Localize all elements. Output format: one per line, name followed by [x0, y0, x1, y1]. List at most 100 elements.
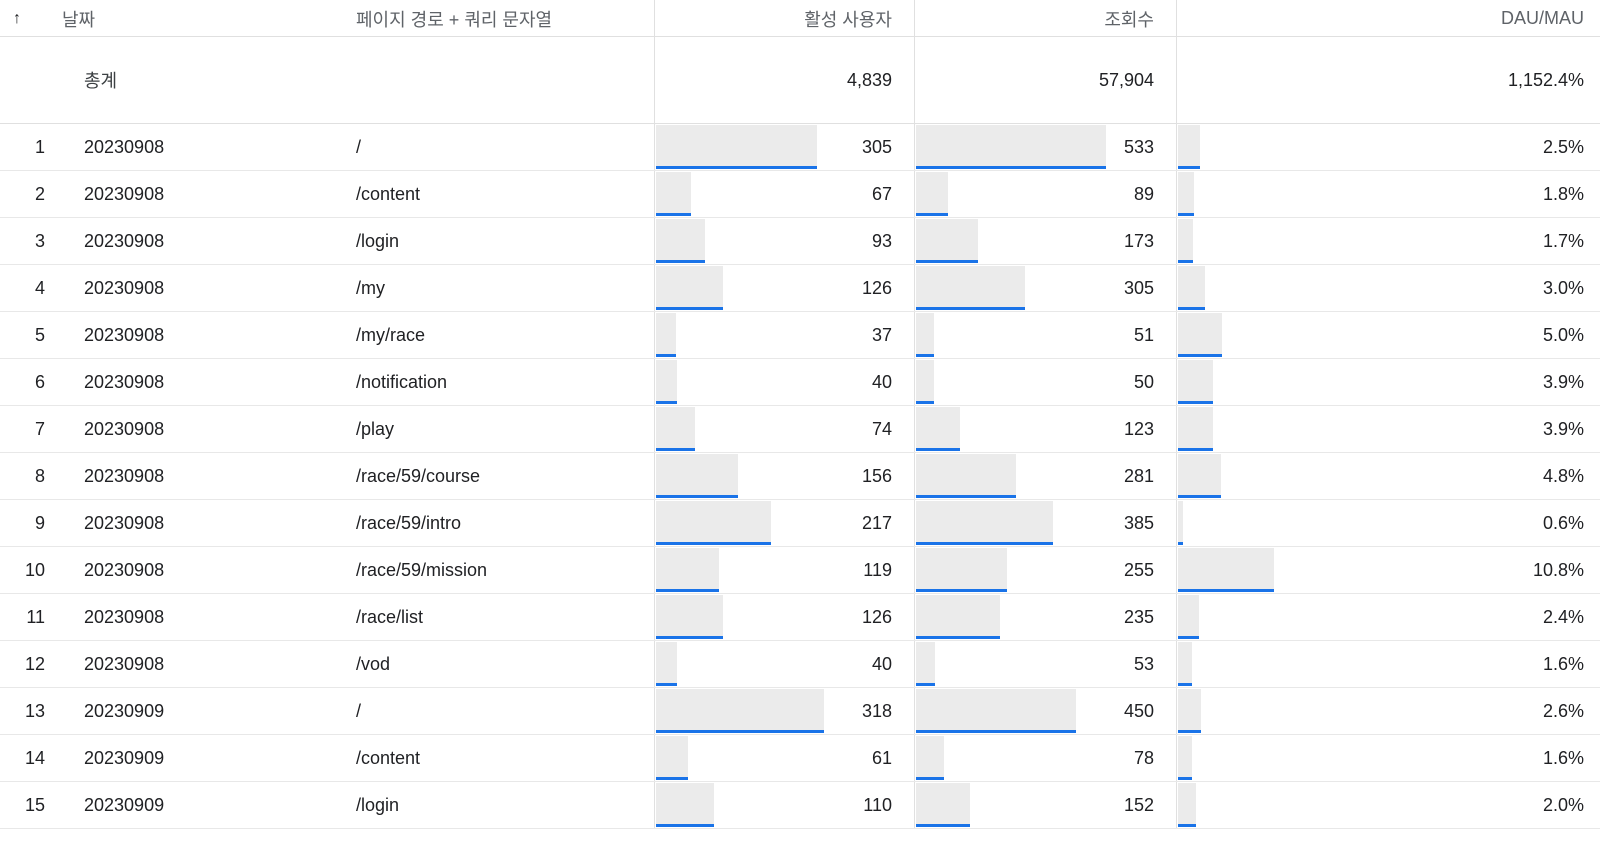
table-row[interactable]: 4 20230908/my 126 305 3.0%: [0, 265, 1600, 312]
views-cell-value: 53: [1133, 653, 1154, 674]
active-users-cell-bar: [656, 125, 817, 169]
row-page-path: /login: [356, 794, 400, 815]
views-cell-bar-accent: [916, 260, 978, 263]
table-row[interactable]: 5 20230908/my/race 37 51 5.0%: [0, 312, 1600, 359]
table-row[interactable]: 7 20230908/play 74 123 3.9%: [0, 406, 1600, 453]
active-users-cell-bar-accent: [656, 589, 719, 592]
views-cell-bar: [916, 548, 1007, 592]
views-cell-bar-accent: [916, 495, 1016, 498]
table-row[interactable]: 12 20230908/vod 40 53 1.6%: [0, 641, 1600, 688]
row-index: 14: [24, 747, 45, 768]
views-cell-bar-accent: [916, 166, 1106, 169]
active-users-cell-bar-accent: [656, 730, 824, 733]
row-date: 20230908: [84, 512, 165, 533]
table-row[interactable]: 15 20230909/login 110 152 2.0%: [0, 782, 1600, 829]
row-index: 13: [24, 700, 45, 721]
views-cell-value: 385: [1123, 512, 1154, 533]
active-users-cell: 40: [654, 641, 914, 687]
dau-mau-cell-bar-accent: [1178, 824, 1196, 827]
row-page-path: /race/59/course: [356, 465, 481, 486]
views-cell: 123: [914, 406, 1176, 452]
active-users-cell-bar: [656, 266, 723, 310]
views-cell-value: 123: [1123, 418, 1154, 439]
views-cell: 385: [914, 500, 1176, 546]
dau-mau-cell-bar-accent: [1178, 777, 1192, 780]
table-row[interactable]: 11 20230908/race/list 126 235 2.4%: [0, 594, 1600, 641]
views-cell-bar-accent: [916, 448, 960, 451]
dau-mau-cell-bar: [1178, 219, 1193, 263]
active-users-cell: 67: [654, 171, 914, 217]
table-row[interactable]: 3 20230908/login 93 173 1.7%: [0, 218, 1600, 265]
row-index: 6: [34, 371, 45, 392]
table-row[interactable]: 1 20230908 / 305 533 2.5%: [0, 124, 1600, 171]
dau-mau-cell: 5.0%: [1176, 312, 1600, 358]
table-row[interactable]: 10 20230908/race/59/mission 119 255 10.8%: [0, 547, 1600, 594]
dau-mau-cell-value: 4.8%: [1542, 465, 1584, 486]
row-page-path: /my: [356, 277, 385, 298]
dau-mau-cell-bar: [1178, 454, 1221, 498]
sort-ascending-icon[interactable]: ↑: [13, 9, 21, 27]
active-users-cell-bar-accent: [656, 542, 771, 545]
row-date: 20230909: [84, 700, 165, 721]
dau-mau-cell-bar-accent: [1178, 730, 1201, 733]
active-users-cell-bar-accent: [656, 636, 723, 639]
column-header-active-users[interactable]: 활성 사용자: [654, 0, 914, 37]
table-row[interactable]: 9 20230908/race/59/intro 217 385 0.6%: [0, 500, 1600, 547]
views-cell-bar: [916, 736, 944, 780]
dau-mau-cell-bar-accent: [1178, 589, 1274, 592]
views-cell-bar: [916, 454, 1016, 498]
dau-mau-cell-bar-accent: [1178, 166, 1200, 169]
column-header-date[interactable]: 날짜: [62, 9, 96, 30]
views-cell-bar: [916, 219, 978, 263]
column-header-dau-mau[interactable]: DAU/MAU: [1176, 0, 1600, 37]
totals-dau-mau: 1,152.4%: [1176, 37, 1600, 123]
views-cell-value: 450: [1123, 700, 1154, 721]
table-row[interactable]: 14 20230909/content 61 78 1.6%: [0, 735, 1600, 782]
table-row[interactable]: 8 20230908/race/59/course 156 281 4.8%: [0, 453, 1600, 500]
views-cell: 281: [914, 453, 1176, 499]
table-row[interactable]: 13 20230909 / 318 450 2.6%: [0, 688, 1600, 735]
views-cell-bar-accent: [916, 589, 1007, 592]
column-header-views[interactable]: 조회수: [914, 0, 1176, 37]
totals-active-users: 4,839: [654, 37, 914, 123]
views-cell: 235: [914, 594, 1176, 640]
views-cell-bar: [916, 783, 970, 827]
active-users-cell: 74: [654, 406, 914, 452]
active-users-cell-bar-accent: [656, 213, 691, 216]
views-cell: 533: [914, 124, 1176, 170]
active-users-cell-value: 119: [863, 559, 892, 580]
row-date: 20230908: [84, 418, 165, 439]
views-cell-bar-accent: [916, 213, 948, 216]
views-cell-value: 533: [1123, 136, 1154, 157]
dau-mau-cell-value: 1.6%: [1542, 747, 1584, 768]
table-row[interactable]: 6 20230908/notification 40 50 3.9%: [0, 359, 1600, 406]
column-header-page-path[interactable]: 페이지 경로 + 쿼리 문자열: [356, 9, 553, 30]
row-date: 20230908: [84, 183, 165, 204]
dau-mau-cell-value: 3.9%: [1542, 371, 1584, 392]
dau-mau-cell-value: 1.6%: [1542, 653, 1584, 674]
row-page-path: /play: [356, 418, 395, 439]
active-users-cell: 318: [654, 688, 914, 734]
views-cell-bar-accent: [916, 636, 1000, 639]
views-cell-value: 305: [1123, 277, 1154, 298]
views-cell: 53: [914, 641, 1176, 687]
dau-mau-cell-bar-accent: [1178, 542, 1183, 545]
views-cell: 89: [914, 171, 1176, 217]
row-date: 20230908: [84, 324, 165, 345]
active-users-cell-bar-accent: [656, 777, 688, 780]
views-cell-bar-accent: [916, 401, 934, 404]
dau-mau-cell-value: 2.4%: [1542, 606, 1584, 627]
active-users-cell-bar-accent: [656, 307, 723, 310]
row-page-path: /vod: [356, 653, 391, 674]
dau-mau-cell: 0.6%: [1176, 500, 1600, 546]
dau-mau-cell-bar: [1178, 407, 1213, 451]
active-users-cell-value: 318: [861, 700, 892, 721]
row-date: 20230908: [84, 606, 165, 627]
active-users-cell-bar: [656, 172, 691, 216]
dau-mau-cell: 3.9%: [1176, 359, 1600, 405]
table-row[interactable]: 2 20230908/content 67 89 1.8%: [0, 171, 1600, 218]
active-users-cell-bar: [656, 783, 714, 827]
row-index: 10: [24, 559, 45, 580]
active-users-cell-value: 110: [863, 794, 892, 815]
